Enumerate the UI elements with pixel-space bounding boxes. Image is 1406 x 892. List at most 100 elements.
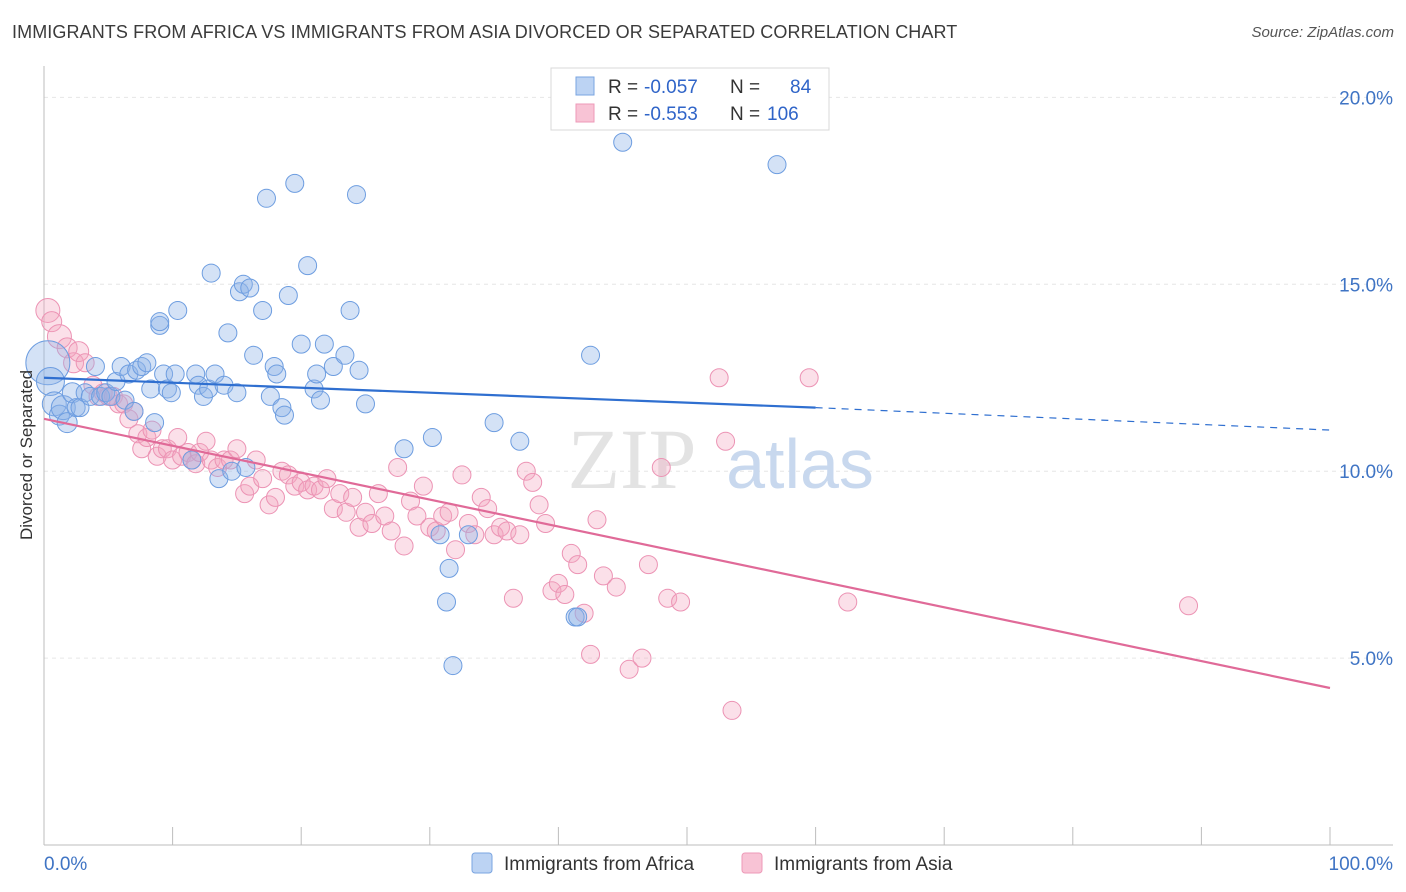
africa-point-31 [168, 300, 188, 320]
asia-point-101 [716, 431, 736, 451]
bottom-legend-swatch-asia [741, 852, 763, 874]
asia-point-40 [259, 495, 279, 515]
africa-point-56 [278, 286, 298, 305]
asia-point-74 [478, 499, 498, 519]
watermark: ZIP atlas [568, 411, 874, 507]
asia-point-85 [548, 573, 568, 593]
africa-point-47 [240, 278, 260, 298]
y-tick-label-2: 15.0% [1339, 275, 1393, 296]
watermark-atlas: atlas [726, 425, 874, 503]
asia-point-39 [253, 469, 273, 489]
asia-point-69 [446, 540, 466, 560]
africa-point-32 [182, 450, 202, 470]
asia-point-88 [568, 555, 588, 575]
asia-point-84 [542, 581, 562, 601]
africa-point-66 [340, 300, 360, 320]
legend-asia-n-label: N = [730, 104, 760, 125]
asia-point-73 [471, 487, 491, 507]
africa-point-20 [127, 360, 147, 380]
asia-point-55 [356, 502, 375, 522]
asia-point-24 [168, 428, 188, 448]
africa-point-43 [227, 383, 247, 403]
asia-point-12 [109, 394, 129, 414]
legend-africa-n-label: N = [730, 77, 760, 98]
asia-point-75 [484, 525, 504, 545]
africa-point-22 [137, 353, 157, 373]
asia-point-51 [330, 484, 350, 504]
africa-point-53 [267, 364, 287, 384]
africa-point-75 [443, 656, 463, 676]
asia-point-86 [555, 585, 575, 605]
asia-point-99 [671, 592, 691, 612]
asia-point-70 [452, 465, 472, 485]
y-axis-title: Divorced or Separated [17, 370, 36, 540]
legend-asia-n-value: 106 [767, 104, 799, 125]
asia-trend-line [43, 417, 1331, 690]
africa-point-45 [233, 274, 253, 294]
africa-point-61 [307, 364, 327, 384]
bottom-legend: Immigrants from Africa Immigrants from A… [471, 852, 953, 875]
asia-point-41 [265, 487, 285, 507]
legend-africa-n-value: 84 [790, 77, 812, 98]
africa-point-71 [422, 428, 442, 448]
asia-point-1 [41, 311, 63, 333]
asia-point-79 [510, 525, 530, 545]
africa-point-65 [335, 345, 355, 365]
bottom-legend-africa: Immigrants from Africa [504, 854, 694, 875]
y-tick-label-0: 5.0% [1350, 649, 1393, 670]
africa-point-55 [274, 405, 294, 425]
asia-point-71 [458, 514, 478, 534]
africa-point-1 [35, 366, 65, 396]
series-asia-points [35, 297, 1199, 720]
africa-point-24 [145, 413, 165, 433]
asia-point-30 [196, 431, 216, 451]
asia-point-6 [75, 353, 95, 373]
africa-point-50 [256, 188, 276, 208]
asia-point-80 [516, 461, 536, 481]
asia-point-103 [799, 368, 819, 388]
asia-point-92 [593, 566, 613, 586]
asia-point-48 [310, 480, 330, 500]
africa-point-16 [111, 357, 131, 377]
africa-point-28 [157, 379, 177, 399]
asia-point-102 [722, 700, 742, 720]
africa-point-82 [613, 132, 633, 152]
asia-point-87 [561, 543, 581, 563]
chart-source: Source: ZipAtlas.com [1251, 24, 1394, 41]
asia-point-100 [709, 368, 729, 388]
africa-point-42 [222, 461, 242, 481]
stats-legend-box [550, 67, 830, 131]
africa-point-73 [437, 592, 457, 612]
africa-point-70 [394, 439, 414, 459]
asia-point-28 [186, 454, 206, 474]
africa-point-41 [218, 323, 238, 343]
africa-point-29 [161, 383, 181, 403]
asia-point-53 [343, 487, 363, 507]
asia-point-64 [413, 476, 433, 496]
asia-point-98 [658, 588, 678, 608]
africa-point-64 [323, 357, 343, 377]
asia-point-19 [142, 420, 162, 440]
asia-point-82 [529, 495, 549, 515]
africa-point-74 [439, 558, 459, 578]
africa-point-78 [510, 431, 530, 451]
africa-point-0 [25, 340, 71, 386]
legend-africa-r-label: R = [608, 77, 638, 98]
asia-point-61 [394, 536, 414, 556]
asia-point-105 [1179, 596, 1199, 616]
asia-point-65 [420, 517, 440, 537]
africa-point-26 [150, 312, 170, 332]
asia-point-35 [227, 439, 247, 459]
africa-point-63 [314, 334, 334, 354]
africa-point-23 [141, 379, 161, 399]
y-tick-labels: 5.0% 10.0% 15.0% 20.0% [1339, 88, 1393, 670]
legend-swatch-africa [575, 76, 595, 96]
legend-swatch-asia [575, 103, 595, 123]
asia-point-5 [68, 341, 90, 363]
africa-point-34 [188, 375, 208, 395]
africa-point-77 [484, 413, 504, 433]
x-tick-label-0: 0.0% [44, 854, 87, 875]
africa-point-37 [201, 263, 221, 283]
africa-point-14 [101, 386, 121, 406]
bottom-legend-asia: Immigrants from Asia [774, 854, 953, 875]
